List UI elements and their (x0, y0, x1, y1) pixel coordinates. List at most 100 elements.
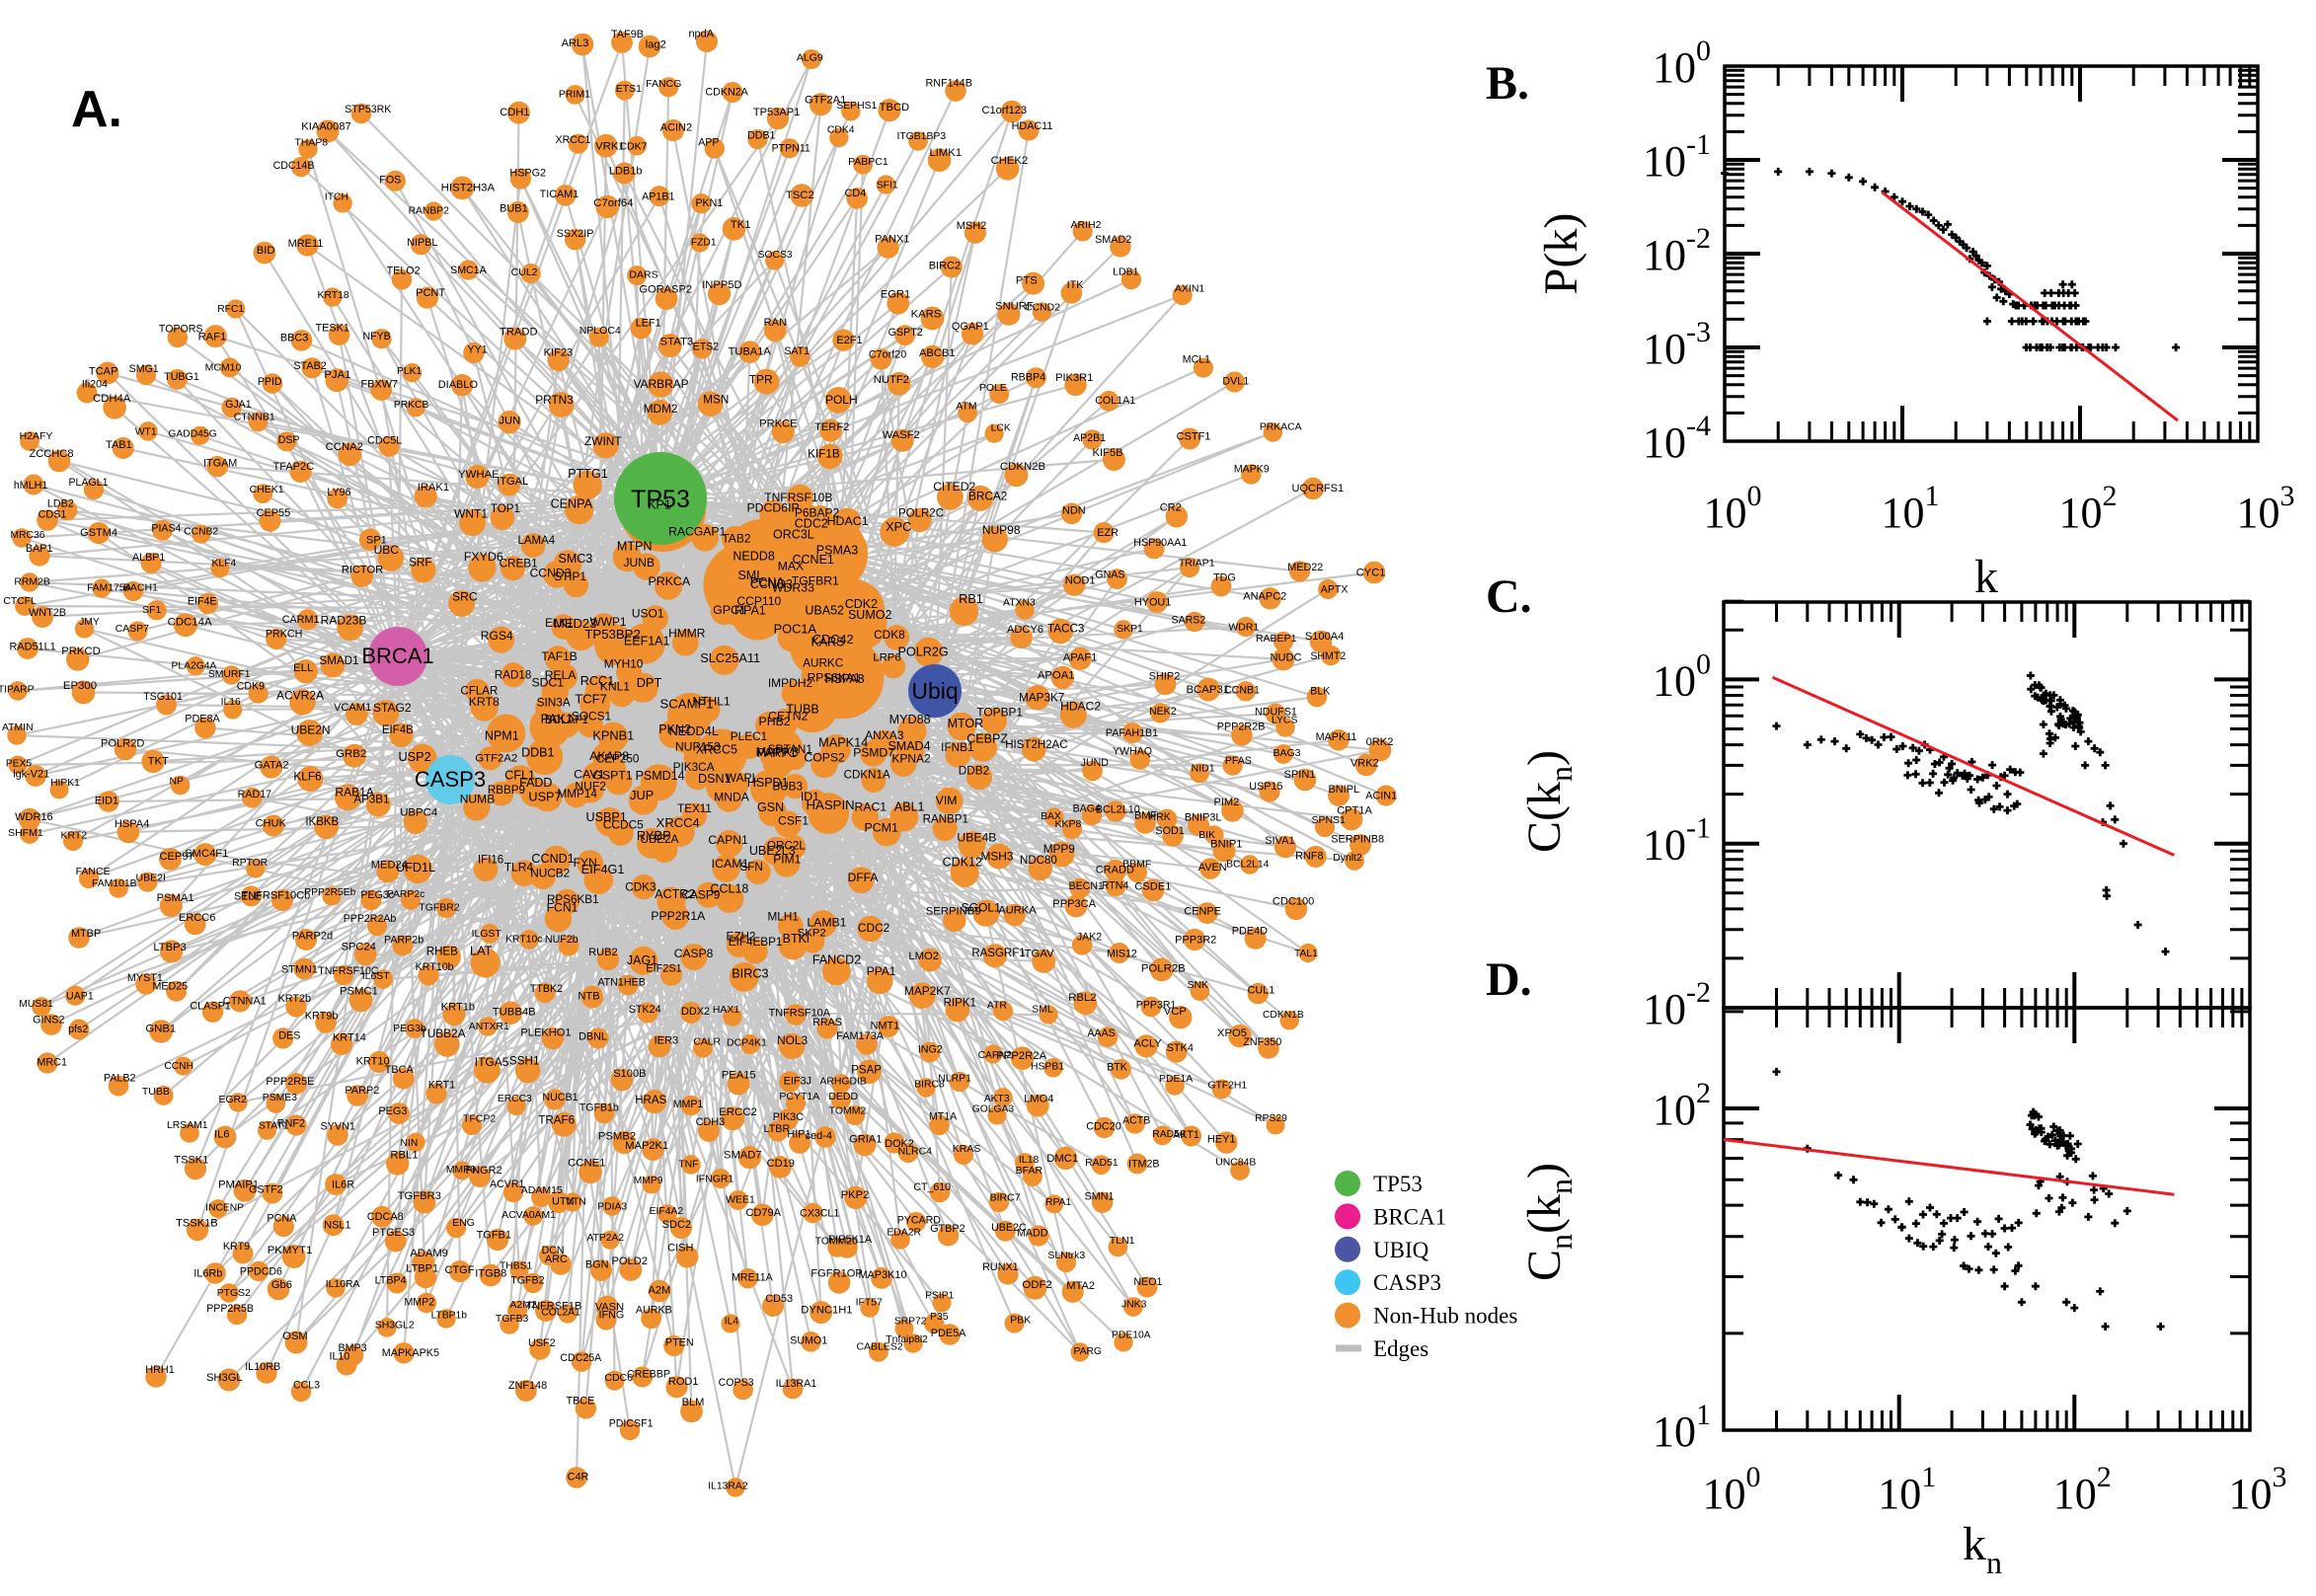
svg-text:CDKN2B: CDKN2B (1000, 461, 1045, 473)
svg-text:IL10RA: IL10RA (326, 1279, 360, 1290)
svg-text:SKP1: SKP1 (1117, 624, 1143, 635)
svg-text:PLEC1: PLEC1 (731, 729, 767, 743)
svg-text:MRE11: MRE11 (288, 238, 324, 250)
svg-text:ING2: ING2 (918, 1043, 943, 1055)
svg-text:ANTXR1: ANTXR1 (469, 1022, 509, 1032)
svg-text:STAB2: STAB2 (293, 360, 326, 372)
svg-text:LYCS: LYCS (1272, 715, 1297, 725)
svg-text:PPP2R2A: PPP2R2A (996, 1050, 1046, 1062)
svg-text:CASP8: CASP8 (674, 947, 714, 960)
svg-text:PCNA: PCNA (750, 575, 785, 589)
svg-text:MLH1: MLH1 (767, 909, 798, 923)
svg-text:ALBP1: ALBP1 (132, 552, 165, 564)
svg-text:CRADD: CRADD (1096, 864, 1134, 875)
svg-text:TCF7: TCF7 (575, 691, 607, 706)
svg-text:RFC1: RFC1 (217, 304, 244, 315)
svg-text:IL6Rb: IL6Rb (193, 1268, 222, 1280)
svg-text:LIMK1: LIMK1 (929, 147, 962, 159)
svg-text:KRT10b: KRT10b (416, 961, 454, 973)
svg-text:CD53: CD53 (765, 1293, 793, 1305)
svg-text:USO1: USO1 (632, 606, 664, 620)
svg-text:PDE1A: PDE1A (1159, 1074, 1193, 1085)
svg-text:CAV1: CAV1 (574, 767, 605, 781)
svg-text:BAG3: BAG3 (1273, 747, 1300, 759)
svg-text:RPS6KB1: RPS6KB1 (547, 893, 599, 906)
svg-text:ACIN2: ACIN2 (660, 121, 692, 133)
svg-text:RUNX1: RUNX1 (982, 1261, 1019, 1273)
svg-text:UBE2I: UBE2I (136, 873, 166, 884)
svg-text:MDM2: MDM2 (644, 402, 678, 416)
svg-text:USP2: USP2 (399, 750, 431, 764)
svg-text:C1orf123: C1orf123 (981, 105, 1027, 116)
svg-text:DBNL: DBNL (579, 1031, 607, 1043)
svg-text:TP53AP1: TP53AP1 (753, 107, 800, 118)
svg-text:RBL1: RBL1 (390, 1149, 418, 1161)
svg-text:ANAPC2: ANAPC2 (1243, 591, 1286, 603)
svg-text:HDAC2: HDAC2 (1060, 699, 1101, 713)
svg-text:TTBK2: TTBK2 (530, 983, 563, 995)
svg-text:CTNNB1: CTNNB1 (234, 411, 275, 422)
svg-text:BRCA2: BRCA2 (968, 489, 1007, 502)
svg-text:FCN1: FCN1 (547, 900, 579, 914)
svg-text:GNB1: GNB1 (145, 1023, 176, 1034)
svg-text:KARS: KARS (811, 636, 844, 649)
svg-text:PDICSF1: PDICSF1 (609, 1418, 654, 1430)
svg-text:CD4: CD4 (845, 188, 867, 199)
svg-text:BAP1: BAP1 (26, 543, 53, 555)
svg-text:NLRP1: NLRP1 (938, 1072, 971, 1084)
svg-text:PSIP1: PSIP1 (925, 1291, 954, 1302)
svg-text:GSTF2: GSTF2 (249, 1183, 282, 1195)
svg-text:TNFRSF10Cb: TNFRSF10Cb (242, 890, 311, 902)
svg-text:NUP98: NUP98 (982, 523, 1021, 537)
svg-text:CCL18: CCL18 (710, 881, 748, 895)
svg-text:RB1: RB1 (959, 592, 983, 606)
svg-text:CCNB1: CCNB1 (1224, 685, 1260, 697)
svg-text:KPNB1: KPNB1 (592, 728, 634, 743)
svg-text:CEP97: CEP97 (160, 851, 194, 863)
svg-text:TNFRSF1B: TNFRSF1B (525, 1301, 581, 1313)
svg-text:BCAP31: BCAP31 (1186, 684, 1229, 696)
svg-text:PCM1: PCM1 (864, 821, 898, 835)
svg-text:ABCB1: ABCB1 (919, 347, 956, 359)
svg-text:PLAGL1: PLAGL1 (68, 477, 108, 489)
svg-text:WWP1: WWP1 (590, 615, 627, 629)
svg-text:ACIN1: ACIN1 (1365, 791, 1397, 802)
svg-text:TCAP: TCAP (89, 366, 118, 378)
svg-text:CEP55: CEP55 (257, 507, 291, 519)
svg-text:MSH2: MSH2 (957, 220, 987, 232)
svg-text:PSAP: PSAP (851, 1064, 882, 1076)
svg-text:UTN: UTN (552, 1195, 575, 1207)
svg-text:SHMT2: SHMT2 (1310, 650, 1346, 662)
svg-text:TSG101: TSG101 (143, 691, 183, 703)
svg-text:TIPARP: TIPARP (0, 685, 35, 696)
svg-text:LAMB1: LAMB1 (807, 916, 846, 930)
svg-text:lgk-V21: lgk-V21 (13, 769, 49, 781)
svg-text:MED24: MED24 (371, 860, 408, 872)
svg-text:EIF2S1: EIF2S1 (646, 963, 681, 975)
svg-text:CDC2: CDC2 (858, 921, 890, 935)
svg-text:SMAD2: SMAD2 (1095, 234, 1131, 246)
svg-text:BTK: BTK (1107, 1062, 1127, 1074)
svg-text:RAD50: RAD50 (1152, 1129, 1186, 1140)
svg-text:C7orf20: C7orf20 (869, 349, 906, 361)
svg-text:KIAA0087: KIAA0087 (301, 120, 350, 132)
svg-text:TKT: TKT (148, 756, 169, 768)
svg-text:PKMYT1: PKMYT1 (268, 1245, 313, 1256)
svg-text:P35: P35 (930, 1311, 949, 1323)
svg-text:NEO1: NEO1 (1133, 1276, 1162, 1288)
svg-text:JNK3: JNK3 (1121, 1299, 1147, 1311)
svg-text:SH3GL2: SH3GL2 (375, 1321, 415, 1331)
svg-text:RTN4: RTN4 (1102, 879, 1129, 891)
svg-text:Ifi204: Ifi204 (82, 379, 108, 391)
svg-text:RCC1: RCC1 (580, 674, 615, 688)
svg-text:ACVR1: ACVR1 (490, 1178, 524, 1190)
svg-text:LTBP3: LTBP3 (153, 942, 186, 953)
svg-text:UQCRFS1: UQCRFS1 (1292, 483, 1345, 494)
svg-text:D.: D. (1486, 953, 1532, 1006)
svg-text:ITGA5: ITGA5 (475, 1055, 509, 1069)
svg-text:GPC1: GPC1 (713, 603, 746, 617)
svg-text:CDK3: CDK3 (625, 881, 656, 894)
svg-text:ZNF148: ZNF148 (508, 1380, 547, 1392)
svg-text:CCND3: CCND3 (530, 567, 572, 580)
svg-text:LY96: LY96 (327, 487, 350, 498)
